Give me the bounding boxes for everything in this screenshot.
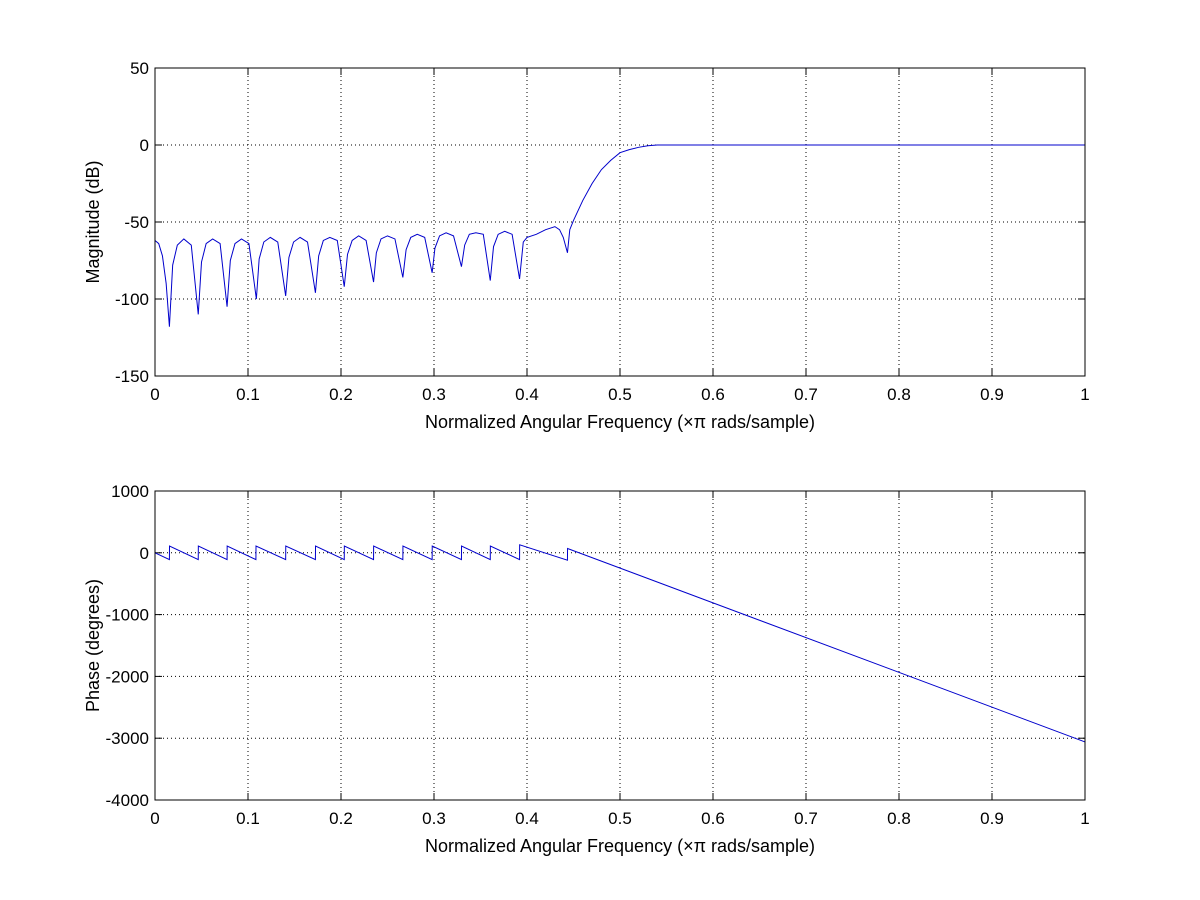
magnitude-grid (155, 68, 1085, 376)
magnitude-x-axis-label: Normalized Angular Frequency (×π rads/sa… (425, 412, 815, 432)
phase-x-tick-label: 0.3 (422, 809, 446, 828)
magnitude-y-tick-label: 50 (130, 59, 149, 78)
magnitude-x-tick-label: 1 (1080, 385, 1089, 404)
phase-x-tick-label: 0.4 (515, 809, 539, 828)
magnitude-x-tick-label: 0.1 (236, 385, 260, 404)
phase-series-line (154, 544, 1086, 743)
magnitude-plot: 0 0.1 0.2 0.3 0.4 0.5 0.6 0.7 0.8 0.9 1 -150 -100 -50… (83, 59, 1090, 432)
magnitude-axes-frame (154, 67, 1086, 377)
phase-tick-labels: 0 0.1 0.2 0.3 0.4 0.5 0.6 0.7 0.8 0.9 1 -4000 -3000 -… (106, 482, 1090, 828)
phase-y-tick-label: 0 (140, 544, 149, 563)
magnitude-x-tick-label: 0.5 (608, 385, 632, 404)
phase-axes-box (154, 490, 1086, 801)
magnitude-y-tick-label: -150 (115, 367, 149, 386)
magnitude-x-tick-label: 0.4 (515, 385, 539, 404)
magnitude-y-tick-label: -100 (115, 290, 149, 309)
phase-x-tick-label: 0 (150, 809, 159, 828)
phase-x-tick-label: 0.7 (794, 809, 818, 828)
phase-y-tick-label: -2000 (106, 667, 149, 686)
magnitude-series-line (154, 144, 1085, 327)
phase-grid (155, 491, 1085, 800)
magnitude-x-tick-label: 0.9 (980, 385, 1004, 404)
phase-x-tick-label: 0.1 (236, 809, 260, 828)
magnitude-tick-labels: 0 0.1 0.2 0.3 0.4 0.5 0.6 0.7 0.8 0.9 1 -150 -100 -50… (115, 59, 1090, 404)
phase-x-tick-label: 0.2 (329, 809, 353, 828)
phase-x-axis-label: Normalized Angular Frequency (×π rads/sa… (425, 836, 815, 856)
phase-x-tick-label: 0.5 (608, 809, 632, 828)
magnitude-x-tick-label: 0.2 (329, 385, 353, 404)
phase-axes-frame (154, 490, 1086, 801)
magnitude-x-tick-label: 0.6 (701, 385, 725, 404)
phase-y-tick-label: 1000 (111, 482, 149, 501)
magnitude-x-tick-label: 0.3 (422, 385, 446, 404)
magnitude-y-tick-label: 0 (140, 136, 149, 155)
phase-plot: 0 0.1 0.2 0.3 0.4 0.5 0.6 0.7 0.8 0.9 1 -4000 -3000 -… (83, 482, 1090, 856)
phase-x-tick-label: 1 (1080, 809, 1089, 828)
magnitude-x-tick-label: 0.7 (794, 385, 818, 404)
phase-y-tick-label: -4000 (106, 791, 149, 810)
phase-x-tick-label: 0.9 (980, 809, 1004, 828)
phase-x-tick-label: 0.6 (701, 809, 725, 828)
phase-y-tick-label: -1000 (106, 606, 149, 625)
magnitude-x-tick-label: 0 (150, 385, 159, 404)
magnitude-x-tick-label: 0.8 (887, 385, 911, 404)
magnitude-y-axis-label: Magnitude (dB) (83, 160, 103, 283)
phase-x-tick-label: 0.8 (887, 809, 911, 828)
magnitude-y-tick-label: -50 (124, 213, 149, 232)
phase-y-axis-label: Phase (degrees) (83, 579, 103, 712)
phase-y-tick-label: -3000 (106, 729, 149, 748)
